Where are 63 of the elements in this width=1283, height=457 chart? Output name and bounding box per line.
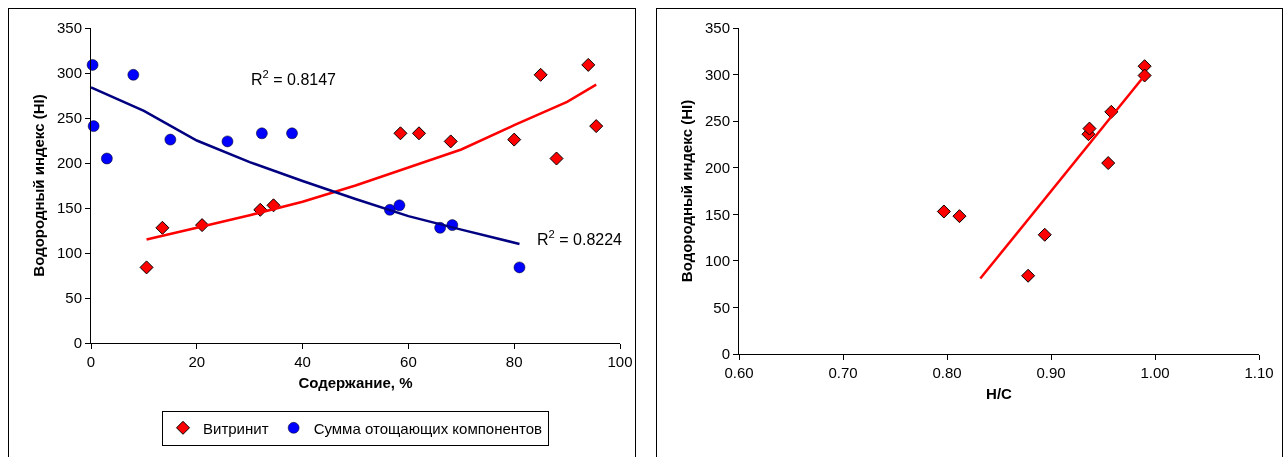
y-tick-label: 300 [56,64,82,82]
annotation: R$^{2}$ = 0.8224 [537,228,623,248]
point [533,67,548,82]
point [164,133,177,146]
y-tick-label: 250 [704,112,730,130]
x-tick-label: 40 [294,353,311,370]
x-tick-label: 0 [86,353,96,370]
point [443,134,458,149]
x-tick-label: 0.90 [1036,364,1066,381]
point [952,209,967,224]
point [127,69,140,81]
point [86,59,99,71]
y-tick-label: 250 [56,109,82,127]
point [936,204,951,219]
point [101,152,113,165]
point [581,57,596,72]
y-tick-label: 350 [56,19,82,37]
x-tick-label: 0.70 [828,364,858,381]
x-axis-title: Содержание, % [298,374,413,391]
x-tick-label: 1.10 [1244,364,1274,381]
point [1037,227,1052,242]
x-tick-label: 0.60 [724,364,754,381]
point [286,127,298,140]
point [411,126,426,141]
x-tick-label: 80 [505,353,523,370]
x-tick-label: 1.00 [1140,364,1170,381]
line-series [91,86,521,246]
annotation: R$^{2}$ = 0.8147 [251,68,337,88]
y-axis-title: Водородный индекс (HI) [30,94,48,277]
point [393,126,408,141]
point [393,199,406,212]
point [1101,156,1116,171]
y-tick-label: 50 [65,289,82,307]
point [155,220,170,235]
point [87,120,100,132]
legend-label: Сумма отощающих компонентов [313,419,543,437]
point [513,261,526,274]
point [1137,68,1152,83]
y-tick-label: 350 [704,19,730,37]
point [507,132,522,147]
x-tick-label: 100 [607,353,633,370]
y-tick-label: 200 [704,158,730,176]
y-tick-label: 150 [704,205,730,223]
y-axis-title: Водородный индекс (HI) [678,99,696,283]
x-axis-title: H/C [986,385,1013,402]
y-tick-label: 150 [56,199,82,217]
legend-label: Витринит [203,419,269,437]
x-tick-label: 20 [188,353,206,370]
point [1021,268,1036,283]
y-tick-label: 50 [713,298,730,316]
y-tick-label: 200 [56,154,82,172]
point [139,260,154,275]
point [549,151,564,166]
y-tick-label: 100 [56,244,82,262]
y-tick-label: 100 [704,252,730,270]
point [221,135,234,148]
y-tick-label: 300 [704,65,730,83]
point [589,119,604,134]
x-tick-label: 60 [400,353,417,370]
x-tick-label: 0.80 [932,364,962,381]
point [256,127,268,140]
y-tick-label: 0 [73,334,82,352]
point [1082,121,1097,136]
